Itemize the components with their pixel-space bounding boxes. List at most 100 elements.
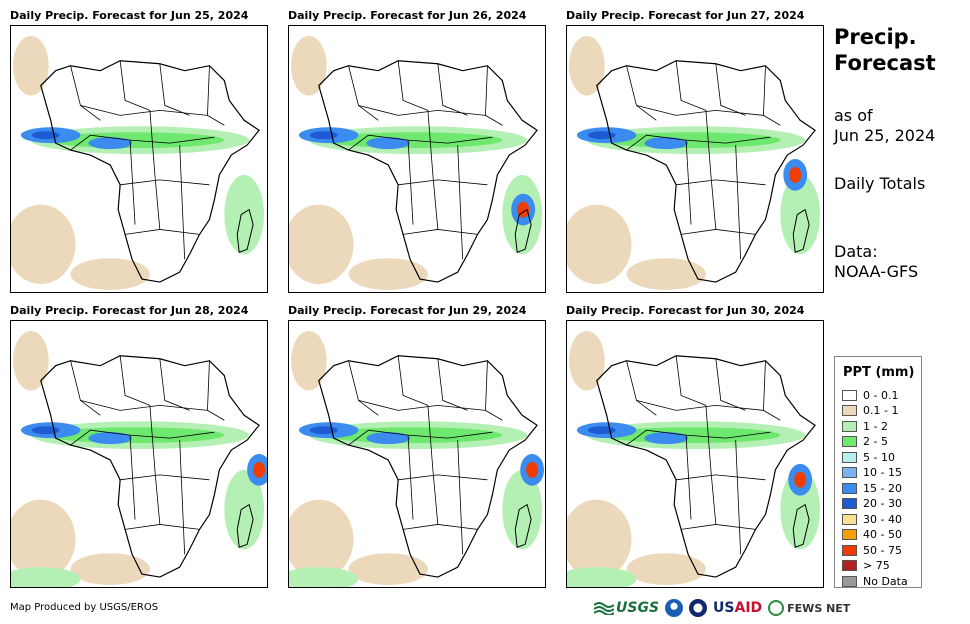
precip-area — [290, 35, 327, 96]
country-border — [129, 435, 136, 520]
coastline — [596, 60, 816, 283]
country-border — [457, 145, 464, 260]
precip-area — [587, 426, 616, 435]
country-border — [763, 360, 781, 421]
legend-label: > 75 — [863, 559, 890, 572]
precip-area — [567, 567, 637, 587]
country-border — [636, 105, 764, 116]
precip-area — [31, 131, 60, 140]
country-border — [398, 474, 488, 481]
legend-item: 20 - 30 — [842, 497, 902, 511]
coastline — [596, 355, 816, 578]
usaid-logo-suffix: AID — [734, 600, 763, 616]
country-border — [348, 429, 493, 446]
precip-area — [794, 471, 807, 488]
as-of-value: Jun 25, 2024 — [834, 126, 936, 145]
country-border — [397, 355, 429, 406]
legend-title: PPT (mm) — [843, 365, 915, 380]
country-border — [676, 474, 766, 481]
madagascar-outline — [792, 503, 810, 548]
precip-area — [587, 131, 616, 140]
legend-label: 30 - 40 — [863, 512, 902, 526]
precip-area — [309, 426, 338, 435]
precip-area — [567, 204, 632, 285]
country-border — [427, 405, 439, 525]
panel-title: Daily Precip. Forecast for Jun 28, 2024 — [10, 304, 249, 317]
country-border — [120, 474, 210, 481]
country-border — [70, 429, 215, 446]
country-border — [398, 179, 488, 186]
legend-swatch — [842, 436, 857, 447]
legend-swatch — [842, 451, 857, 463]
country-border — [485, 360, 503, 421]
legend-swatch — [842, 482, 857, 494]
country-border — [437, 358, 468, 411]
noaa-logo-icon — [665, 599, 684, 617]
africa-map — [289, 35, 543, 290]
legend-swatch — [842, 498, 857, 509]
country-border — [80, 400, 208, 411]
country-border — [159, 63, 190, 116]
legend: PPT (mm) 0 - 0.1 0.1 - 1 1 - 2 2 - 5 5 - 10 1… — [834, 356, 922, 588]
logo-strip: USGS US AID FEWS NET — [594, 597, 850, 619]
legend-item: 0.1 - 1 — [842, 404, 898, 418]
precip-area — [12, 330, 49, 391]
legend-swatch — [842, 513, 857, 525]
precip-area — [11, 499, 76, 580]
sidebar-title-line2: Forecast — [834, 51, 936, 75]
country-border — [407, 140, 414, 225]
usgs-wave-icon — [594, 602, 614, 615]
panel-title: Daily Precip. Forecast for Jun 26, 2024 — [288, 9, 527, 22]
country-border — [681, 524, 756, 530]
country-border — [763, 65, 781, 126]
precip-map — [10, 25, 268, 293]
country-border — [715, 358, 746, 411]
precip-area — [289, 204, 354, 285]
country-border — [403, 229, 478, 235]
panel-title: Daily Precip. Forecast for Jun 25, 2024 — [10, 9, 249, 22]
country-border — [207, 65, 225, 126]
country-border — [179, 440, 186, 555]
precip-area — [644, 432, 689, 445]
sidebar-title: Precip. Forecast — [834, 24, 936, 76]
country-border — [675, 60, 707, 111]
precip-area — [366, 432, 411, 445]
country-border — [80, 105, 208, 116]
precip-area — [224, 469, 265, 550]
country-border — [427, 110, 439, 230]
precip-area — [12, 35, 49, 96]
precip-area — [348, 258, 428, 290]
country-border — [125, 524, 200, 530]
legend-item: 15 - 20 — [842, 481, 902, 495]
country-border — [207, 360, 225, 421]
madagascar-outline — [792, 208, 810, 253]
coastline — [318, 60, 538, 283]
precip-area — [789, 166, 802, 183]
legend-swatch — [842, 467, 857, 478]
africa-map — [567, 35, 821, 290]
precip-area — [568, 35, 605, 96]
africa-map — [11, 35, 265, 290]
precip-area — [31, 426, 60, 435]
country-border — [348, 360, 379, 416]
madagascar-outline — [514, 208, 532, 253]
coastline — [40, 60, 260, 283]
precip-area — [70, 553, 150, 585]
precip-area — [780, 174, 821, 255]
precip-area — [253, 461, 266, 478]
precip-map — [566, 320, 824, 588]
legend-label: 20 - 30 — [863, 497, 902, 510]
usaid-seal-icon — [689, 599, 708, 617]
country-border — [485, 65, 503, 126]
country-border — [715, 63, 746, 116]
panel-title: Daily Precip. Forecast for Jun 30, 2024 — [566, 304, 805, 317]
precip-area — [11, 567, 81, 587]
fews-net-logo-text: FEWS NET — [787, 601, 851, 615]
panel-title: Daily Precip. Forecast for Jun 27, 2024 — [566, 9, 805, 22]
country-border — [119, 60, 151, 111]
data-source-value: NOAA-GFS — [834, 262, 919, 281]
precip-area — [289, 567, 359, 587]
country-border — [179, 145, 186, 260]
legend-item: 50 - 75 — [842, 543, 902, 557]
country-border — [119, 355, 151, 406]
